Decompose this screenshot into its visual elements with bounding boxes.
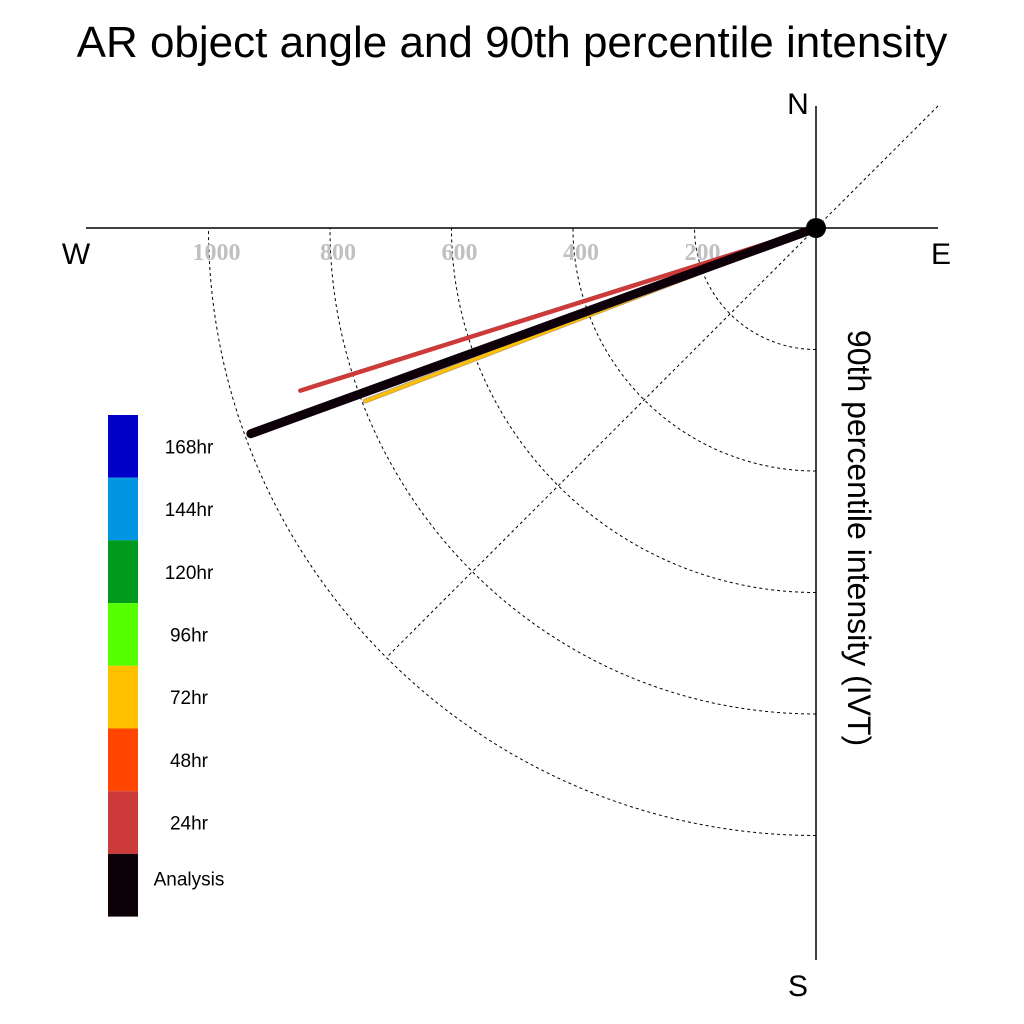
compass-north-label: N — [787, 88, 809, 121]
compass-south-label: S — [788, 970, 808, 1003]
legend-swatch-96hr — [108, 603, 138, 666]
legend-swatch-72hr — [108, 665, 138, 729]
legend-swatch-48hr — [108, 728, 138, 792]
legend-swatch-24hr — [108, 791, 138, 854]
grid-arc-200 — [694, 227, 817, 350]
series-vectors — [246, 223, 821, 439]
radial-tick-1000: 1000 — [193, 240, 241, 266]
legend-swatch-analysis — [108, 853, 138, 917]
legend-label-24hr: 24hr — [170, 814, 209, 835]
radial-tick-400: 400 — [563, 240, 599, 266]
legend-label-168hr: 168hr — [165, 437, 214, 458]
chart-title: AR object angle and 90th percentile inte… — [77, 18, 948, 67]
compass-east-label: E — [931, 238, 951, 271]
polar-grid — [208, 105, 939, 836]
legend-label-144hr: 144hr — [165, 500, 214, 521]
legend-swatch-168hr — [108, 415, 138, 478]
grid-arc-1000 — [208, 227, 817, 836]
diagonal-grid-line — [386, 105, 939, 658]
grid-arc-400 — [572, 227, 817, 472]
legend-label-48hr: 48hr — [170, 751, 209, 772]
radial-tick-600: 600 — [442, 240, 478, 266]
legend-swatch-144hr — [108, 477, 138, 541]
radial-tick-800: 800 — [320, 240, 356, 266]
legend-label-96hr: 96hr — [170, 625, 209, 646]
grid-arc-800 — [329, 227, 817, 715]
legend-label-72hr: 72hr — [170, 688, 209, 709]
origin-point — [806, 218, 826, 238]
y-axis-label: 90th percentile intensity (IVT) — [841, 330, 877, 746]
legend-label-analysis: Analysis — [154, 869, 225, 890]
grid-arc-600 — [451, 227, 817, 593]
legend-label-120hr: 120hr — [165, 563, 214, 584]
legend: 168hr 144hr 120hr 96hr 72hr 48hr 24hr Analysis — [108, 415, 224, 917]
compass-west-label: W — [62, 238, 91, 271]
series-vector-analysis — [246, 223, 821, 439]
legend-swatch-120hr — [108, 540, 138, 604]
